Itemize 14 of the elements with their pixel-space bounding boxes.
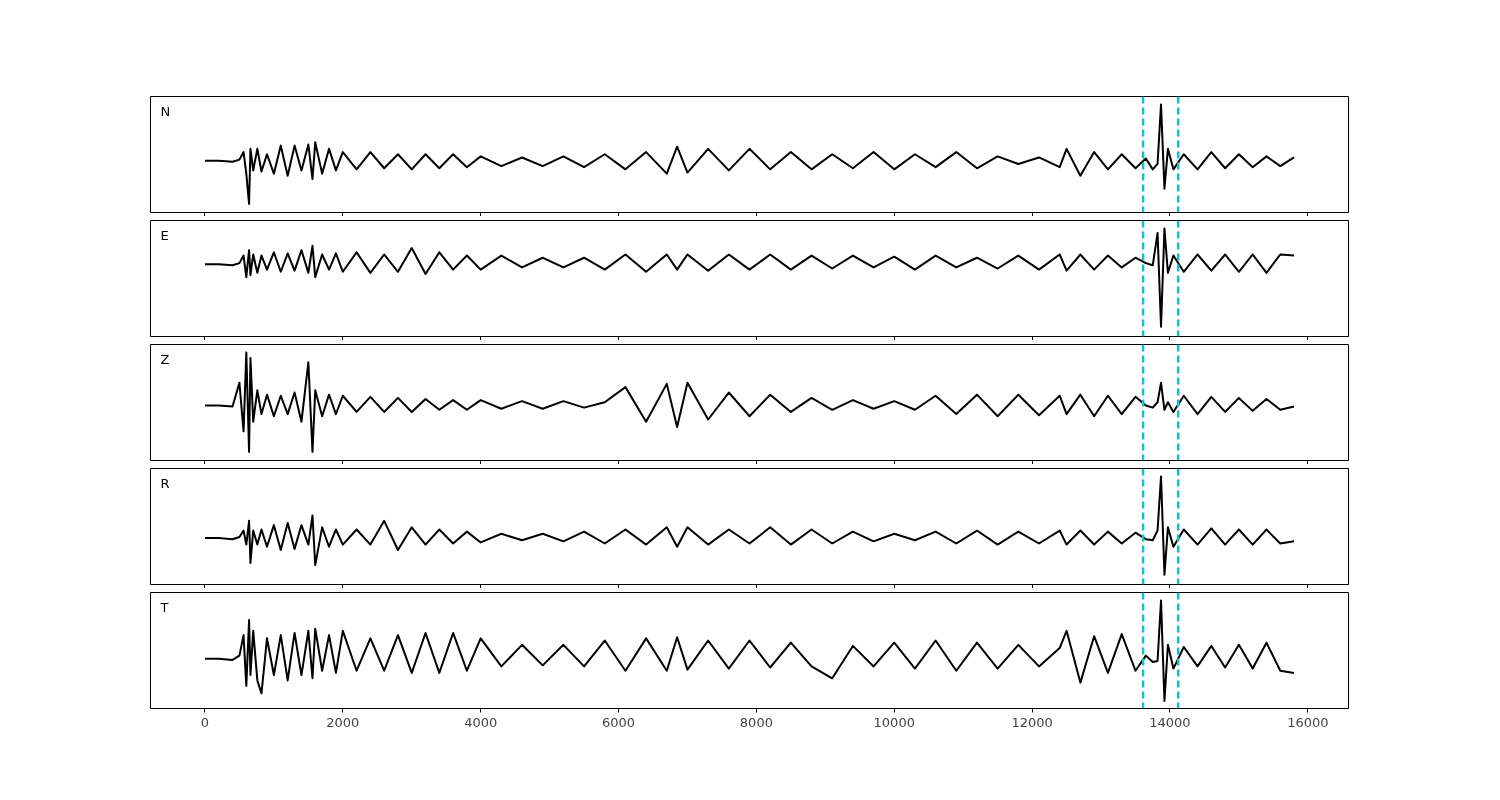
x-tick-label: 16000 <box>1287 714 1329 730</box>
annotation: T <box>159 599 169 615</box>
x-tick-label: 8000 <box>739 714 773 730</box>
annotation: N <box>160 103 171 119</box>
x-tick-label: 4000 <box>464 714 498 730</box>
annotation: R <box>160 475 170 491</box>
annotation: E <box>160 227 169 243</box>
x-tick-label: 10000 <box>873 714 915 730</box>
x-tick-label: 12000 <box>1011 714 1053 730</box>
x-tick-label: 2000 <box>326 714 360 730</box>
x-tick-label: 14000 <box>1149 714 1191 730</box>
x-tick-label: 0 <box>200 714 210 730</box>
annotation: Z <box>160 351 170 367</box>
x-tick-label: 6000 <box>601 714 636 730</box>
